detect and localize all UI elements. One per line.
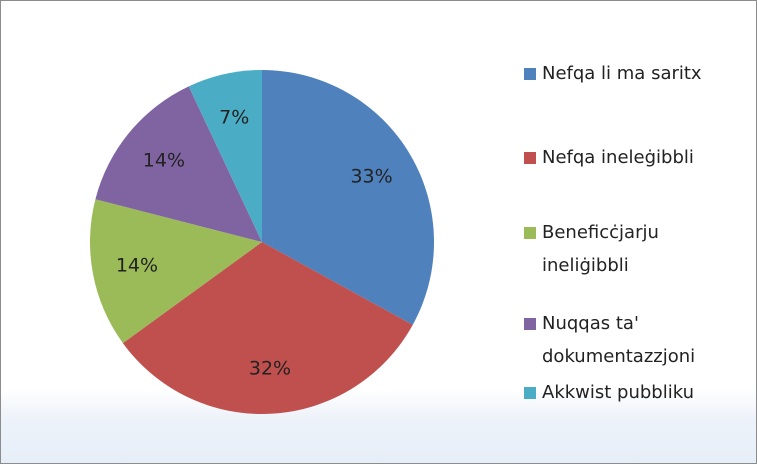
legend-swatch	[524, 227, 536, 239]
legend-item: Akkwist pubbliku	[524, 376, 724, 409]
pie-slice	[122, 242, 413, 415]
legend-item: Beneficċjarju ineliġibbli	[524, 216, 724, 282]
data-label: 33%	[350, 166, 392, 188]
legend-swatch	[524, 152, 536, 164]
legend-swatch	[524, 318, 536, 330]
data-label: 14%	[116, 254, 158, 276]
pie-slice	[188, 70, 262, 242]
legend-swatch	[524, 68, 536, 80]
legend-label: Nuqqas ta' dokumentazzjoni	[542, 313, 696, 367]
data-label: 32%	[249, 358, 291, 380]
data-label: 7%	[219, 106, 249, 128]
legend-label: Akkwist pubbliku	[542, 382, 695, 403]
legend-item: Nuqqas ta' dokumentazzjoni	[524, 307, 724, 373]
legend-item: Nefqa li ma saritx	[524, 57, 724, 90]
legend-label: Beneficċjarju ineliġibbli	[542, 222, 659, 276]
legend-item: Nefqa ineleġibbli	[524, 141, 724, 174]
pie-slice	[95, 86, 263, 242]
legend-swatch	[524, 387, 536, 399]
data-label: 14%	[143, 149, 185, 171]
pie-slice	[90, 199, 262, 344]
legend-label: Nefqa ineleġibbli	[542, 147, 694, 168]
pie-slice	[262, 70, 434, 325]
legend-label: Nefqa li ma saritx	[542, 63, 702, 84]
